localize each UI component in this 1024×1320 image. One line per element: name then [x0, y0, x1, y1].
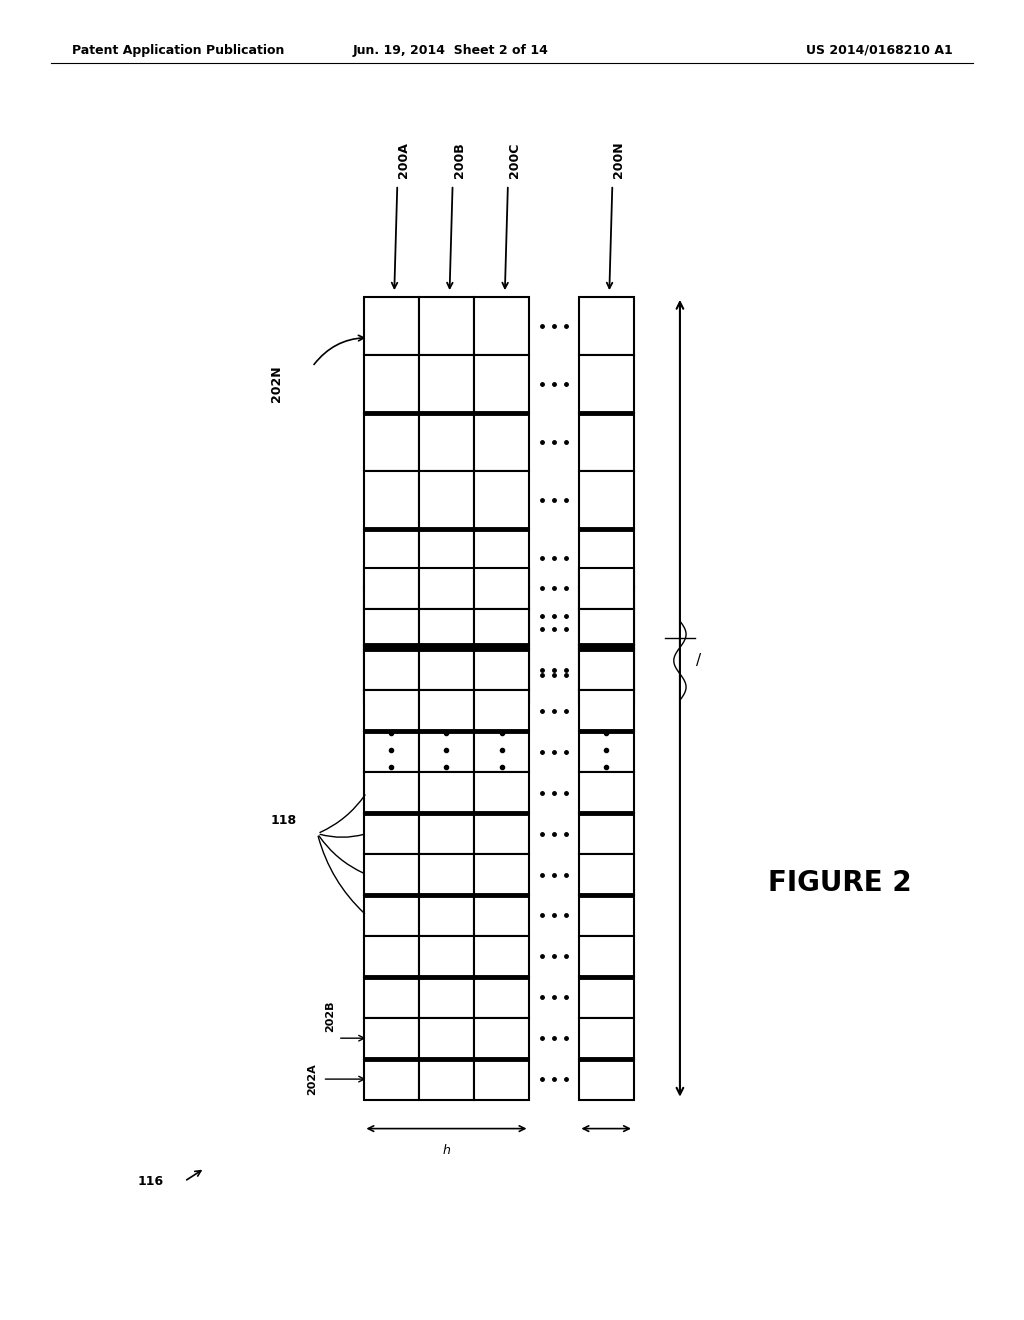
Bar [474, 587, 529, 645]
Bar [474, 690, 529, 731]
Bar [364, 649, 419, 690]
Bar [579, 690, 634, 731]
Text: h: h [442, 1144, 451, 1158]
Bar [419, 854, 474, 895]
Text: US 2014/0168210 A1: US 2014/0168210 A1 [806, 44, 952, 57]
Bar [579, 772, 634, 813]
Bar [364, 1018, 419, 1059]
Text: /: / [695, 653, 701, 668]
Text: 200N: 200N [612, 141, 626, 178]
Bar [419, 649, 474, 690]
Bar [419, 568, 474, 609]
Bar [419, 772, 474, 813]
Bar [579, 529, 634, 587]
Bar [474, 1059, 529, 1100]
Bar [419, 609, 474, 649]
Bar [579, 649, 634, 690]
Bar [364, 772, 419, 813]
Bar [364, 587, 419, 645]
Bar [579, 977, 634, 1018]
Bar [579, 471, 634, 529]
Bar [419, 529, 474, 587]
Bar [364, 471, 419, 529]
Bar [419, 297, 474, 355]
Bar [474, 649, 529, 690]
Bar [474, 413, 529, 471]
Bar [474, 609, 529, 649]
Bar [579, 1059, 634, 1100]
Bar [364, 609, 419, 649]
Text: 202N: 202N [270, 366, 283, 403]
Bar [474, 731, 529, 772]
Bar [364, 645, 419, 704]
Bar [364, 731, 419, 772]
Bar [579, 645, 634, 704]
Bar [419, 413, 474, 471]
Bar [579, 355, 634, 413]
Bar [419, 690, 474, 731]
Bar [364, 568, 419, 609]
Bar [474, 529, 529, 587]
Bar [474, 854, 529, 895]
Bar [419, 977, 474, 1018]
Bar [419, 895, 474, 936]
Bar [579, 936, 634, 977]
Bar [474, 355, 529, 413]
Bar [364, 895, 419, 936]
Bar [474, 895, 529, 936]
Bar [474, 1018, 529, 1059]
Bar [474, 471, 529, 529]
Bar [474, 977, 529, 1018]
Bar [419, 355, 474, 413]
Text: 200A: 200A [397, 143, 411, 178]
Text: 118: 118 [270, 814, 297, 826]
Bar [579, 568, 634, 609]
Text: 116: 116 [137, 1175, 164, 1188]
Bar [364, 977, 419, 1018]
Bar [419, 813, 474, 854]
Bar [579, 731, 634, 772]
Bar [419, 645, 474, 704]
Bar [419, 936, 474, 977]
Bar [579, 297, 634, 355]
Bar [364, 813, 419, 854]
Bar [474, 297, 529, 355]
Bar [419, 587, 474, 645]
Bar [579, 895, 634, 936]
Text: Patent Application Publication: Patent Application Publication [72, 44, 284, 57]
Bar [419, 471, 474, 529]
Bar [579, 587, 634, 645]
Bar [474, 936, 529, 977]
Bar [579, 854, 634, 895]
Bar [364, 529, 419, 587]
Bar [579, 1018, 634, 1059]
Bar [364, 1059, 419, 1100]
Bar [419, 1059, 474, 1100]
Text: 202B: 202B [325, 1001, 335, 1032]
Bar [579, 609, 634, 649]
Bar [579, 413, 634, 471]
Bar [474, 568, 529, 609]
Bar [474, 645, 529, 704]
Bar [364, 690, 419, 731]
Bar [364, 413, 419, 471]
Bar [364, 297, 419, 355]
Bar [474, 813, 529, 854]
Bar [364, 854, 419, 895]
Bar [474, 772, 529, 813]
Text: 200B: 200B [453, 143, 466, 178]
Bar [579, 813, 634, 854]
Text: FIGURE 2: FIGURE 2 [768, 870, 911, 898]
Bar [419, 1018, 474, 1059]
Bar [364, 355, 419, 413]
Bar [364, 936, 419, 977]
Text: Jun. 19, 2014  Sheet 2 of 14: Jun. 19, 2014 Sheet 2 of 14 [352, 44, 549, 57]
Text: 200C: 200C [508, 143, 521, 178]
Bar [419, 731, 474, 772]
Text: 202A: 202A [307, 1063, 317, 1096]
